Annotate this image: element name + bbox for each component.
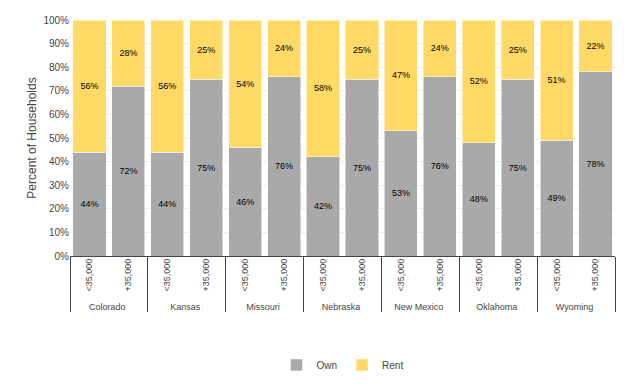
svg-text:Wyoming: Wyoming [556,302,593,312]
svg-text:72%: 72% [119,166,137,176]
svg-text:Missouri: Missouri [246,302,280,312]
svg-text:42%: 42% [314,201,332,211]
svg-text:40%: 40% [49,156,69,167]
svg-text:Percent of Households: Percent of Households [25,77,39,198]
svg-text:+35,000: +35,000 [201,259,211,292]
svg-text:53%: 53% [392,188,410,198]
svg-text:28%: 28% [119,48,137,58]
svg-text:46%: 46% [236,197,254,207]
svg-text:44%: 44% [158,199,176,209]
svg-text:+35,000: +35,000 [590,259,600,292]
svg-text:<35,000: <35,000 [162,259,172,292]
svg-text:+35,000: +35,000 [357,259,367,292]
svg-text:<35,000: <35,000 [84,259,94,292]
svg-text:78%: 78% [587,159,605,169]
svg-text:48%: 48% [470,194,488,204]
svg-text:+35,000: +35,000 [513,259,523,292]
svg-text:<35,000: <35,000 [552,259,562,292]
svg-text:+35,000: +35,000 [435,259,445,292]
svg-text:<35,000: <35,000 [396,259,406,292]
svg-text:56%: 56% [80,81,98,91]
svg-text:54%: 54% [236,79,254,89]
svg-text:80%: 80% [49,62,69,73]
svg-text:0%: 0% [55,251,70,262]
svg-text:<35,000: <35,000 [318,259,328,292]
svg-text:50%: 50% [49,133,69,144]
svg-text:44%: 44% [80,199,98,209]
svg-text:24%: 24% [431,43,449,53]
svg-text:25%: 25% [509,45,527,55]
svg-text:76%: 76% [431,161,449,171]
svg-text:New Mexico: New Mexico [394,302,443,312]
svg-text:76%: 76% [275,161,293,171]
svg-text:100%: 100% [43,15,69,26]
svg-text:<35,000: <35,000 [240,259,250,292]
svg-text:49%: 49% [548,193,566,203]
svg-text:47%: 47% [392,70,410,80]
svg-text:+35,000: +35,000 [279,259,289,292]
svg-text:75%: 75% [353,163,371,173]
svg-text:Nebraska: Nebraska [322,302,361,312]
svg-text:90%: 90% [49,38,69,49]
svg-text:24%: 24% [275,43,293,53]
svg-text:70%: 70% [49,85,69,96]
svg-text:52%: 52% [470,76,488,86]
svg-text:75%: 75% [509,163,527,173]
svg-text:+35,000: +35,000 [123,259,133,292]
svg-text:Oklahoma: Oklahoma [476,302,517,312]
svg-text:60%: 60% [49,109,69,120]
svg-text:75%: 75% [197,163,215,173]
svg-text:51%: 51% [548,75,566,85]
svg-text:22%: 22% [587,41,605,51]
svg-text:58%: 58% [314,83,332,93]
svg-text:56%: 56% [158,81,176,91]
svg-text:25%: 25% [353,45,371,55]
svg-text:20%: 20% [49,203,69,214]
svg-text:Kansas: Kansas [170,302,201,312]
svg-text:Own: Own [317,360,338,371]
svg-text:<35,000: <35,000 [474,259,484,292]
svg-text:30%: 30% [49,180,69,191]
svg-text:25%: 25% [197,45,215,55]
svg-text:10%: 10% [49,227,69,238]
svg-text:Rent: Rent [382,360,403,371]
svg-text:Colorado: Colorado [89,302,126,312]
